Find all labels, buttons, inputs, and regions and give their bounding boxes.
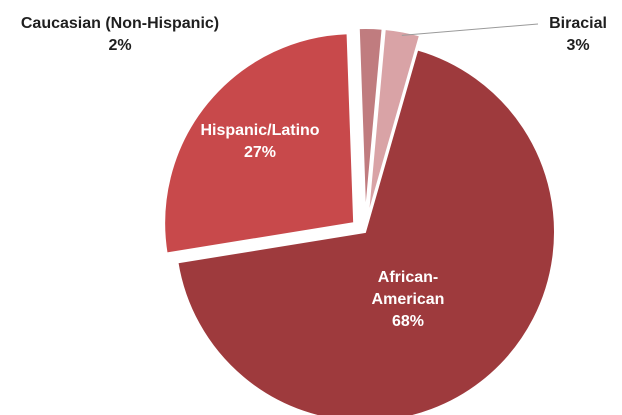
pie-slice [163, 32, 356, 255]
slice-data-label: Hispanic/Latino 27% [200, 122, 319, 161]
slice-percent-label: 3% [566, 37, 589, 54]
slice-percent-label: 2% [108, 37, 131, 54]
slice-category-label: Caucasian (Non-Hispanic) [21, 15, 219, 32]
slice-percent-label: 68% [392, 313, 424, 330]
slice-data-label: Biracial 3% [549, 15, 607, 54]
slice-category-label: American [372, 291, 445, 308]
slice-category-label: African- [378, 269, 438, 286]
leader-line [401, 23, 539, 36]
slice-category-label: Biracial [549, 15, 607, 32]
pie-slice [366, 27, 422, 219]
data-labels: African- American 68% Hispanic/Latino 27% Cau… [21, 15, 607, 330]
leader-lines [401, 23, 539, 36]
pie-slice [176, 48, 556, 415]
pie-slice [357, 27, 384, 219]
slice-percent-label: 27% [244, 144, 276, 161]
slice-category-label: Hispanic/Latino [200, 122, 319, 139]
pie-slices [163, 27, 556, 415]
slice-data-label: African- American 68% [372, 269, 445, 330]
slice-data-label: Caucasian (Non-Hispanic) 2% [21, 15, 219, 54]
